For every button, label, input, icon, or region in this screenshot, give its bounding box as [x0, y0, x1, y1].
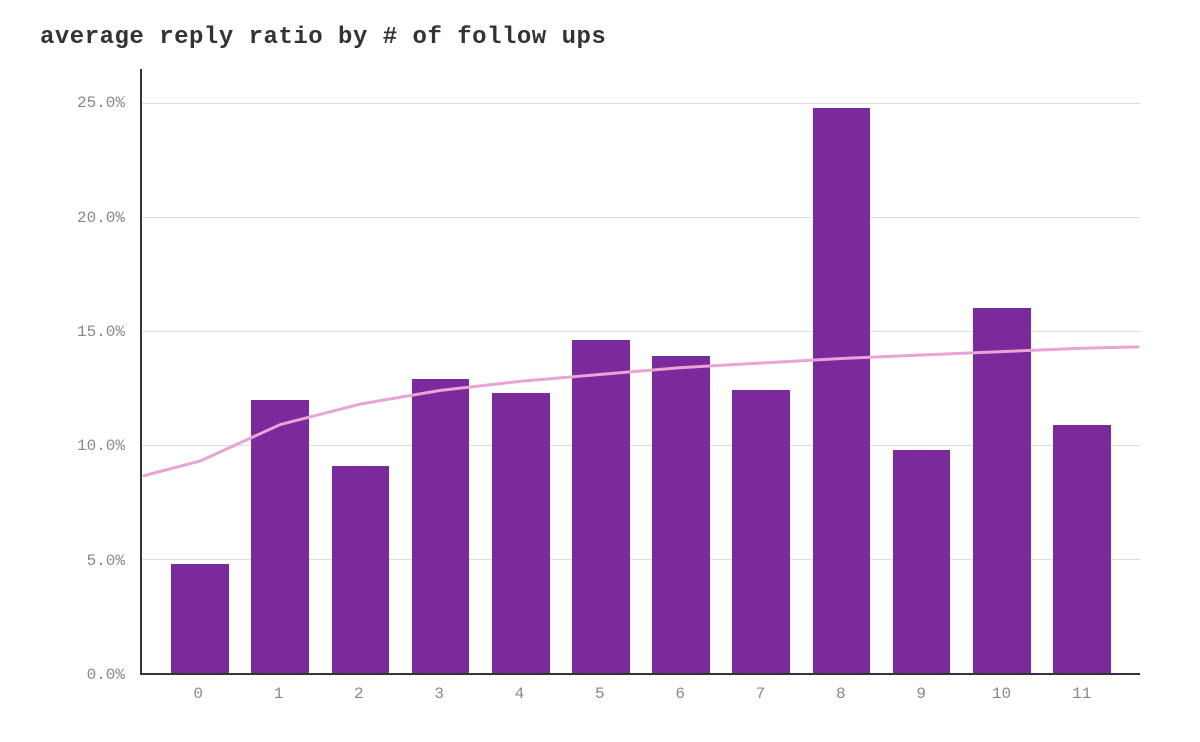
bar — [893, 450, 951, 673]
x-tick-label: 8 — [801, 679, 881, 709]
x-tick-label: 0 — [158, 679, 238, 709]
x-tick-label: 9 — [881, 679, 961, 709]
bar — [492, 393, 550, 673]
bar-slot — [481, 69, 561, 673]
x-tick-label: 11 — [1042, 679, 1122, 709]
bar-slot — [721, 69, 801, 673]
x-tick-label: 1 — [238, 679, 318, 709]
bar-slot — [160, 69, 240, 673]
bar-slot — [320, 69, 400, 673]
bar-slot — [401, 69, 481, 673]
x-tick-label: 6 — [640, 679, 720, 709]
y-tick-label: 10.0% — [77, 437, 125, 455]
bar — [251, 400, 309, 674]
x-tick-label: 5 — [560, 679, 640, 709]
bar-slot — [962, 69, 1042, 673]
x-tick-label: 10 — [961, 679, 1041, 709]
bar — [412, 379, 470, 673]
plot-area — [140, 69, 1140, 675]
bar-slot — [1042, 69, 1122, 673]
y-axis: 0.0% 5.0% 10.0% 15.0% 20.0% 25.0% — [40, 69, 135, 709]
bar-slot — [801, 69, 881, 673]
x-tick-label: 7 — [720, 679, 800, 709]
bar — [973, 308, 1031, 673]
x-tick-label: 3 — [399, 679, 479, 709]
chart-container: average reply ratio by # of follow ups 0… — [0, 0, 1200, 742]
x-axis: 01234567891011 — [140, 679, 1140, 709]
bar-slot — [882, 69, 962, 673]
x-tick-label: 4 — [479, 679, 559, 709]
y-tick-label: 0.0% — [87, 666, 125, 684]
y-tick-label: 25.0% — [77, 94, 125, 112]
bar-slot — [641, 69, 721, 673]
y-tick-label: 20.0% — [77, 209, 125, 227]
y-tick-label: 5.0% — [87, 552, 125, 570]
y-tick-label: 15.0% — [77, 323, 125, 341]
bar — [171, 564, 229, 673]
bar — [572, 340, 630, 673]
bar-slot — [561, 69, 641, 673]
bar — [332, 466, 390, 673]
chart-title: average reply ratio by # of follow ups — [40, 24, 1160, 51]
bar — [813, 108, 871, 673]
bars-group — [142, 69, 1140, 673]
bar-slot — [240, 69, 320, 673]
plot-wrapper: 0.0%5.0%10.0%15.0%20.0%25.0% 01234567891… — [40, 69, 1160, 709]
bar — [1053, 425, 1111, 673]
x-tick-label: 2 — [319, 679, 399, 709]
bar — [652, 356, 710, 673]
bar — [732, 390, 790, 673]
